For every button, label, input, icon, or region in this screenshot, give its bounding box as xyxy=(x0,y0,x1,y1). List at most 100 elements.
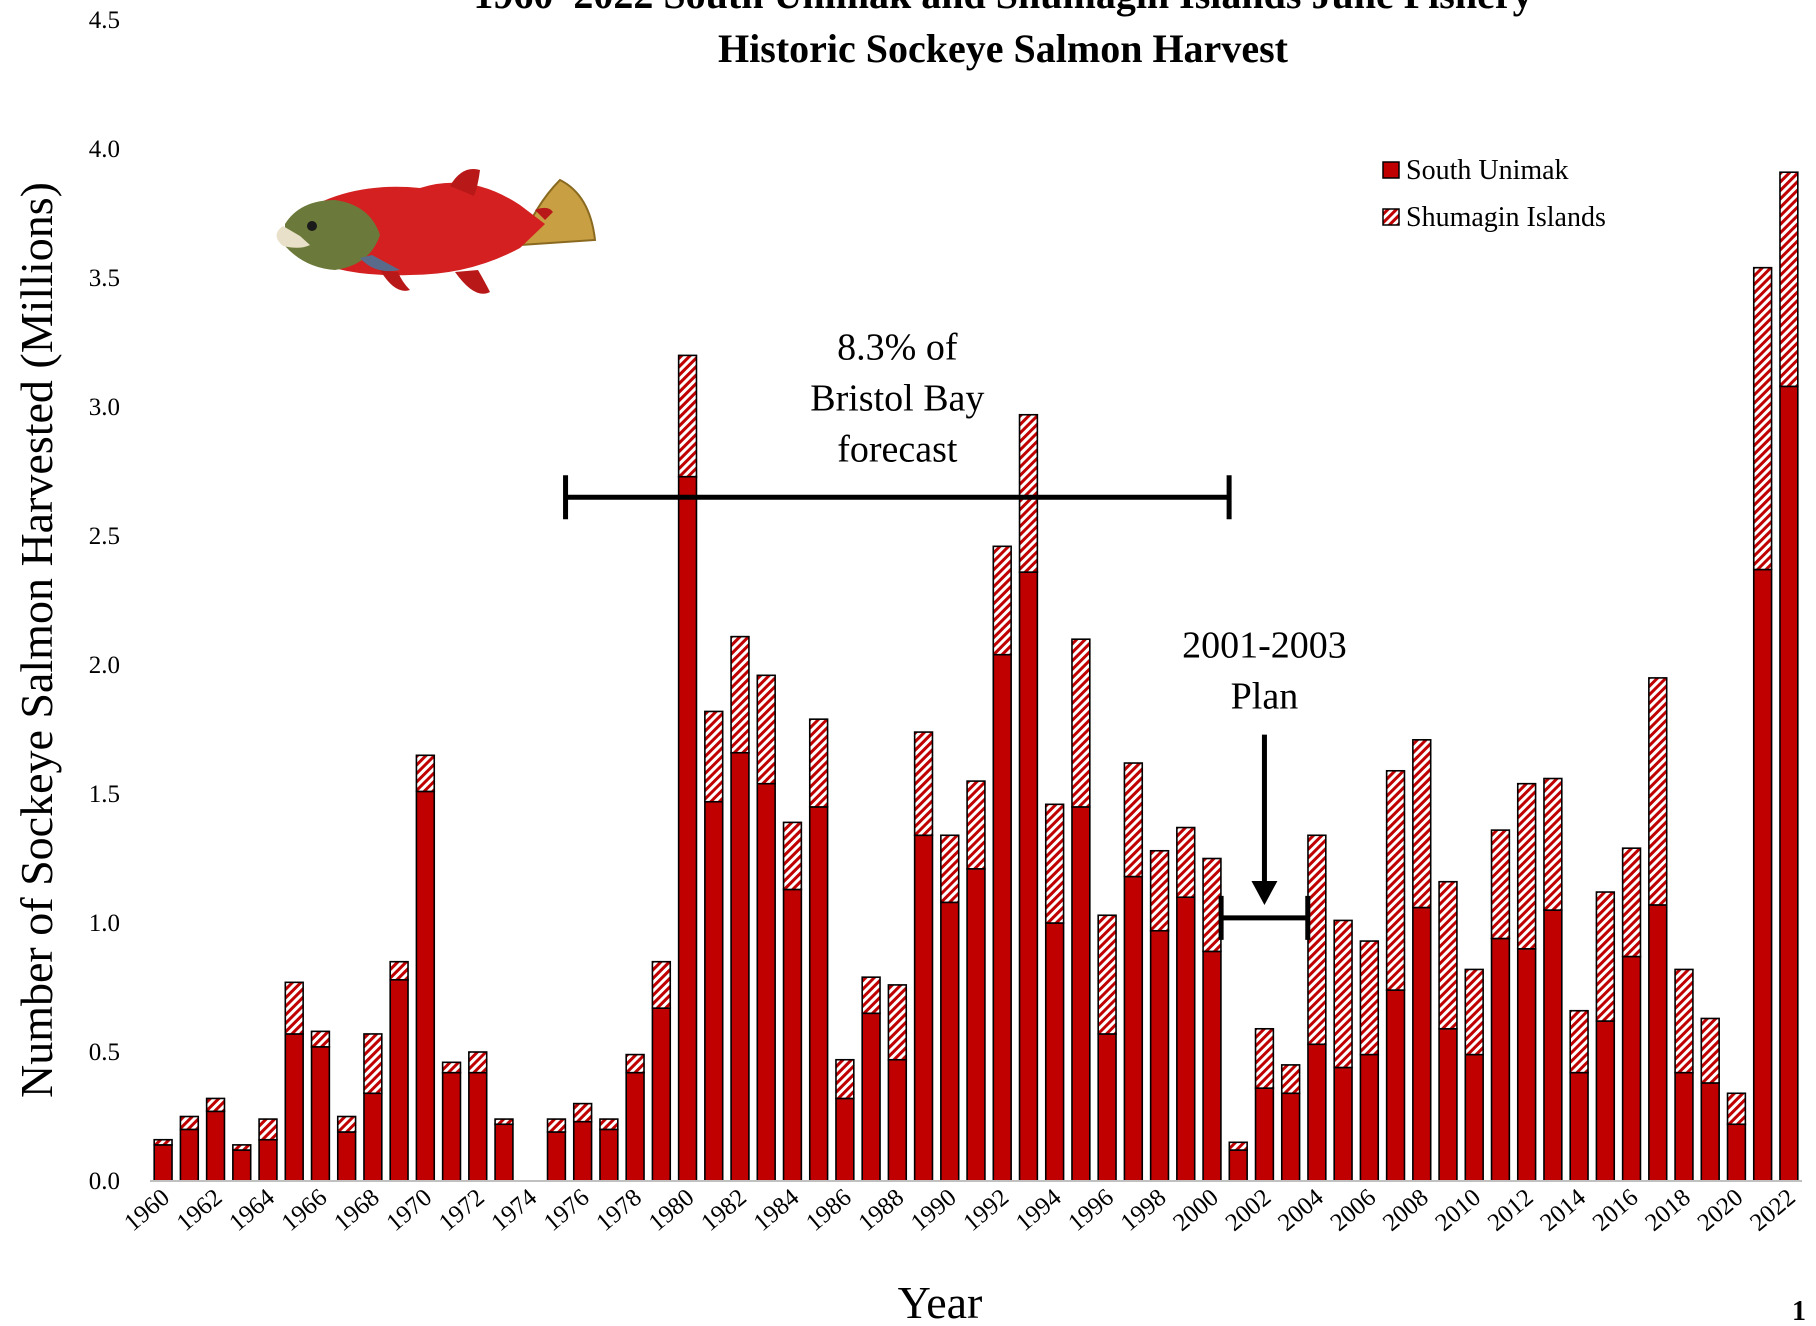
bar-south-unimak-1979 xyxy=(651,1007,672,1182)
bar-shumagin-islands-1984 xyxy=(782,821,803,891)
bar-shumagin-islands-2003 xyxy=(1280,1064,1301,1095)
bar-shumagin-islands-1995 xyxy=(1071,638,1091,808)
x-tick-label: 2000 xyxy=(1168,1184,1224,1237)
bar-south-unimak-2011 xyxy=(1490,937,1511,1182)
x-tick-label: 2010 xyxy=(1430,1184,1486,1237)
bar-south-unimak-1977 xyxy=(599,1128,619,1182)
legend-swatch-shumagin-islands xyxy=(1382,208,1400,226)
bar-shumagin-islands-1966 xyxy=(310,1030,331,1048)
bar-south-unimak-2008 xyxy=(1412,906,1432,1182)
y-tick-label: 4.0 xyxy=(89,136,120,163)
bar-south-unimak-2010 xyxy=(1464,1053,1484,1182)
bar-south-unimak-2020 xyxy=(1726,1123,1747,1182)
bar-shumagin-islands-2015 xyxy=(1595,891,1616,1022)
x-tick-label: 2014 xyxy=(1535,1184,1591,1237)
bar-shumagin-islands-1960 xyxy=(153,1138,173,1146)
bar-south-unimak-1964 xyxy=(258,1138,278,1182)
bar-shumagin-islands-1986 xyxy=(835,1058,855,1100)
bar-south-unimak-1993 xyxy=(1018,571,1039,1182)
x-tick-label: 1992 xyxy=(958,1184,1014,1237)
bar-shumagin-islands-2013 xyxy=(1543,777,1563,911)
bar-shumagin-islands-2014 xyxy=(1569,1009,1589,1074)
bar-south-unimak-1975 xyxy=(546,1131,567,1182)
y-tick-label: 1.0 xyxy=(89,910,120,937)
bar-south-unimak-2003 xyxy=(1280,1092,1301,1182)
x-tick-label: 1986 xyxy=(801,1184,857,1237)
bar-south-unimak-1963 xyxy=(232,1149,252,1182)
legend-swatch-south-unimak xyxy=(1382,161,1400,179)
bar-south-unimak-1980 xyxy=(677,475,698,1182)
bar-shumagin-islands-2022 xyxy=(1779,171,1799,388)
bar-shumagin-islands-1963 xyxy=(232,1144,252,1151)
bar-shumagin-islands-1972 xyxy=(468,1051,488,1074)
bar-south-unimak-2021 xyxy=(1752,568,1773,1182)
x-tick-label: 2012 xyxy=(1483,1184,1539,1237)
bar-shumagin-islands-2009 xyxy=(1438,880,1458,1030)
x-axis-label: Year xyxy=(898,1277,983,1326)
x-tick-label: 1982 xyxy=(696,1184,752,1237)
bar-south-unimak-2017 xyxy=(1648,904,1668,1182)
bar-south-unimak-1986 xyxy=(835,1097,855,1182)
bar-south-unimak-1984 xyxy=(782,888,803,1182)
bar-south-unimak-1992 xyxy=(992,653,1012,1182)
bar-south-unimak-1962 xyxy=(205,1110,226,1182)
x-tick-label: 1970 xyxy=(382,1184,438,1237)
bar-south-unimak-1999 xyxy=(1176,896,1196,1182)
bar-south-unimak-1991 xyxy=(966,868,986,1182)
bar-south-unimak-1995 xyxy=(1071,806,1091,1182)
chart-subtitle: Historic Sockeye Salmon Harvest xyxy=(718,26,1289,71)
bar-shumagin-islands-2008 xyxy=(1412,739,1432,909)
bar-shumagin-islands-1962 xyxy=(205,1097,226,1113)
x-tick-label: 2020 xyxy=(1693,1184,1749,1237)
annotation-arrow-head-plan xyxy=(1251,880,1278,905)
bar-shumagin-islands-1967 xyxy=(336,1115,357,1133)
bar-shumagin-islands-1991 xyxy=(966,780,986,870)
annotations: 8.3% of Bristol Bay forecast 2001-2003 Plan xyxy=(563,326,1347,940)
bar-shumagin-islands-2010 xyxy=(1464,968,1484,1056)
bar-south-unimak-1988 xyxy=(887,1058,908,1182)
y-tick-label: 3.0 xyxy=(89,394,120,421)
y-tick-label: 0.0 xyxy=(89,1168,120,1195)
x-tick-label: 1974 xyxy=(486,1184,542,1237)
bar-south-unimak-2002 xyxy=(1254,1087,1275,1182)
bar-shumagin-islands-2019 xyxy=(1700,1017,1720,1084)
chart-title: 1960–2022 South Unimak and Shumagin Isla… xyxy=(473,0,1532,17)
bar-south-unimak-2001 xyxy=(1228,1149,1248,1182)
x-tick-label: 1988 xyxy=(854,1184,910,1237)
x-tick-label: 1998 xyxy=(1116,1184,1172,1237)
bar-shumagin-islands-1964 xyxy=(258,1118,278,1141)
bar-south-unimak-2016 xyxy=(1621,955,1642,1182)
x-tick-label: 1996 xyxy=(1063,1184,1119,1237)
x-tick-label: 1968 xyxy=(329,1184,385,1237)
bar-south-unimak-1996 xyxy=(1097,1033,1117,1182)
legend: South Unimak Shumagin Islands xyxy=(1382,155,1606,233)
bar-shumagin-islands-1982 xyxy=(730,635,750,754)
x-tick-label: 1994 xyxy=(1011,1184,1067,1237)
bar-south-unimak-2000 xyxy=(1202,950,1222,1182)
y-axis: 0.0 0.5 1.0 1.5 2.0 2.5 3.0 3.5 4.0 4.5 xyxy=(89,7,120,1195)
x-tick-label: 1964 xyxy=(224,1184,280,1237)
x-tick-label: 2004 xyxy=(1273,1184,1329,1237)
bar-south-unimak-1990 xyxy=(940,901,960,1182)
bar-shumagin-islands-1998 xyxy=(1149,849,1170,932)
bars xyxy=(153,171,1799,1182)
bar-south-unimak-2009 xyxy=(1438,1027,1458,1182)
bar-south-unimak-1976 xyxy=(572,1120,593,1182)
bar-south-unimak-1965 xyxy=(284,1033,304,1182)
bar-shumagin-islands-2002 xyxy=(1254,1027,1275,1089)
y-axis-label: Number of Sockeye Salmon Harvested (Mill… xyxy=(11,182,62,1098)
bar-shumagin-islands-2021 xyxy=(1752,266,1773,571)
bar-south-unimak-1997 xyxy=(1123,875,1144,1182)
bar-south-unimak-2018 xyxy=(1674,1071,1694,1182)
bar-shumagin-islands-1976 xyxy=(572,1102,593,1123)
x-tick-label: 2008 xyxy=(1378,1184,1434,1237)
bar-south-unimak-1982 xyxy=(730,751,750,1182)
bar-shumagin-islands-1975 xyxy=(546,1118,567,1133)
bar-shumagin-islands-1988 xyxy=(887,984,908,1061)
y-tick-label: 1.5 xyxy=(89,781,120,808)
bar-shumagin-islands-1987 xyxy=(861,976,881,1015)
x-tick-label: 1972 xyxy=(434,1184,490,1237)
bar-south-unimak-2006 xyxy=(1359,1053,1380,1182)
y-tick-label: 4.5 xyxy=(89,7,120,34)
